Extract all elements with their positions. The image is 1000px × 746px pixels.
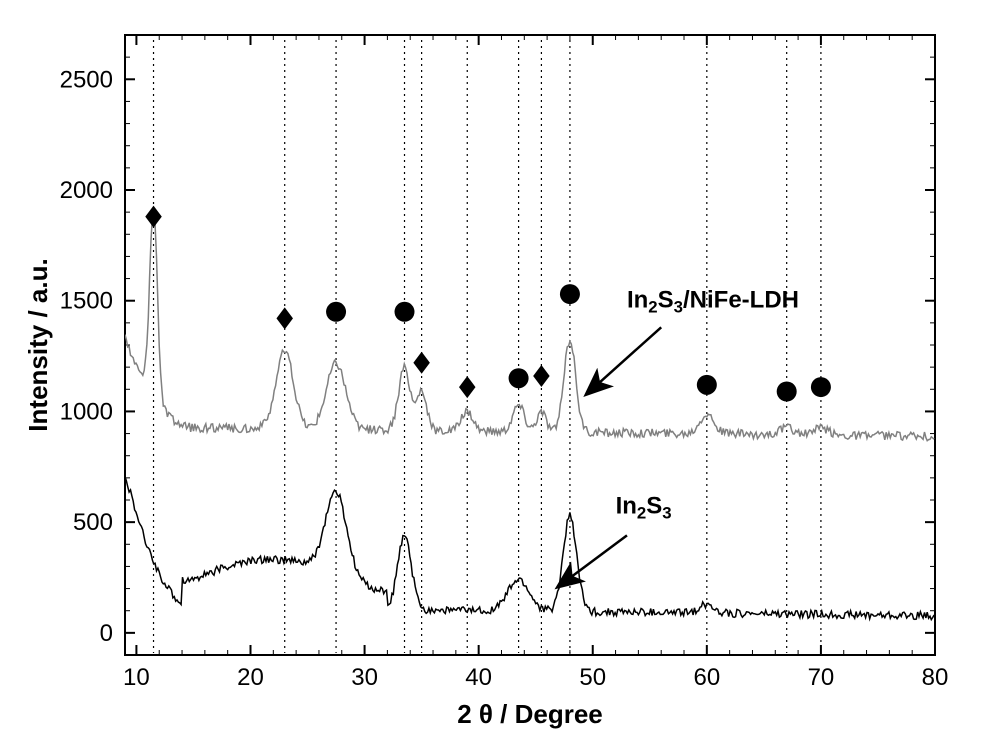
svg-text:500: 500 — [73, 509, 113, 536]
svg-text:30: 30 — [351, 664, 378, 691]
svg-text:40: 40 — [465, 664, 492, 691]
chart-svg: 10 20 30 40 50 60 70 80 0 500 1000 1500 2000 2500 2 θ … — [0, 0, 1000, 746]
svg-text:70: 70 — [808, 664, 835, 691]
svg-text:20: 20 — [237, 664, 264, 691]
svg-text:1500: 1500 — [60, 288, 113, 315]
svg-text:60: 60 — [693, 664, 720, 691]
svg-text:50: 50 — [579, 664, 606, 691]
svg-text:1000: 1000 — [60, 398, 113, 425]
svg-text:0: 0 — [100, 620, 113, 647]
svg-text:In2S3: In2S3 — [616, 492, 672, 522]
svg-text:In2S3/NiFe-LDH: In2S3/NiFe-LDH — [627, 286, 799, 316]
svg-text:2 θ / Degree: 2 θ / Degree — [457, 699, 603, 729]
svg-text:80: 80 — [922, 664, 949, 691]
svg-text:2000: 2000 — [60, 177, 113, 204]
xrd-chart: 10 20 30 40 50 60 70 80 0 500 1000 1500 2000 2500 2 θ … — [0, 0, 1000, 746]
svg-text:2500: 2500 — [60, 66, 113, 93]
svg-text:Intensity / a.u.: Intensity / a.u. — [23, 258, 53, 431]
svg-text:10: 10 — [123, 664, 150, 691]
